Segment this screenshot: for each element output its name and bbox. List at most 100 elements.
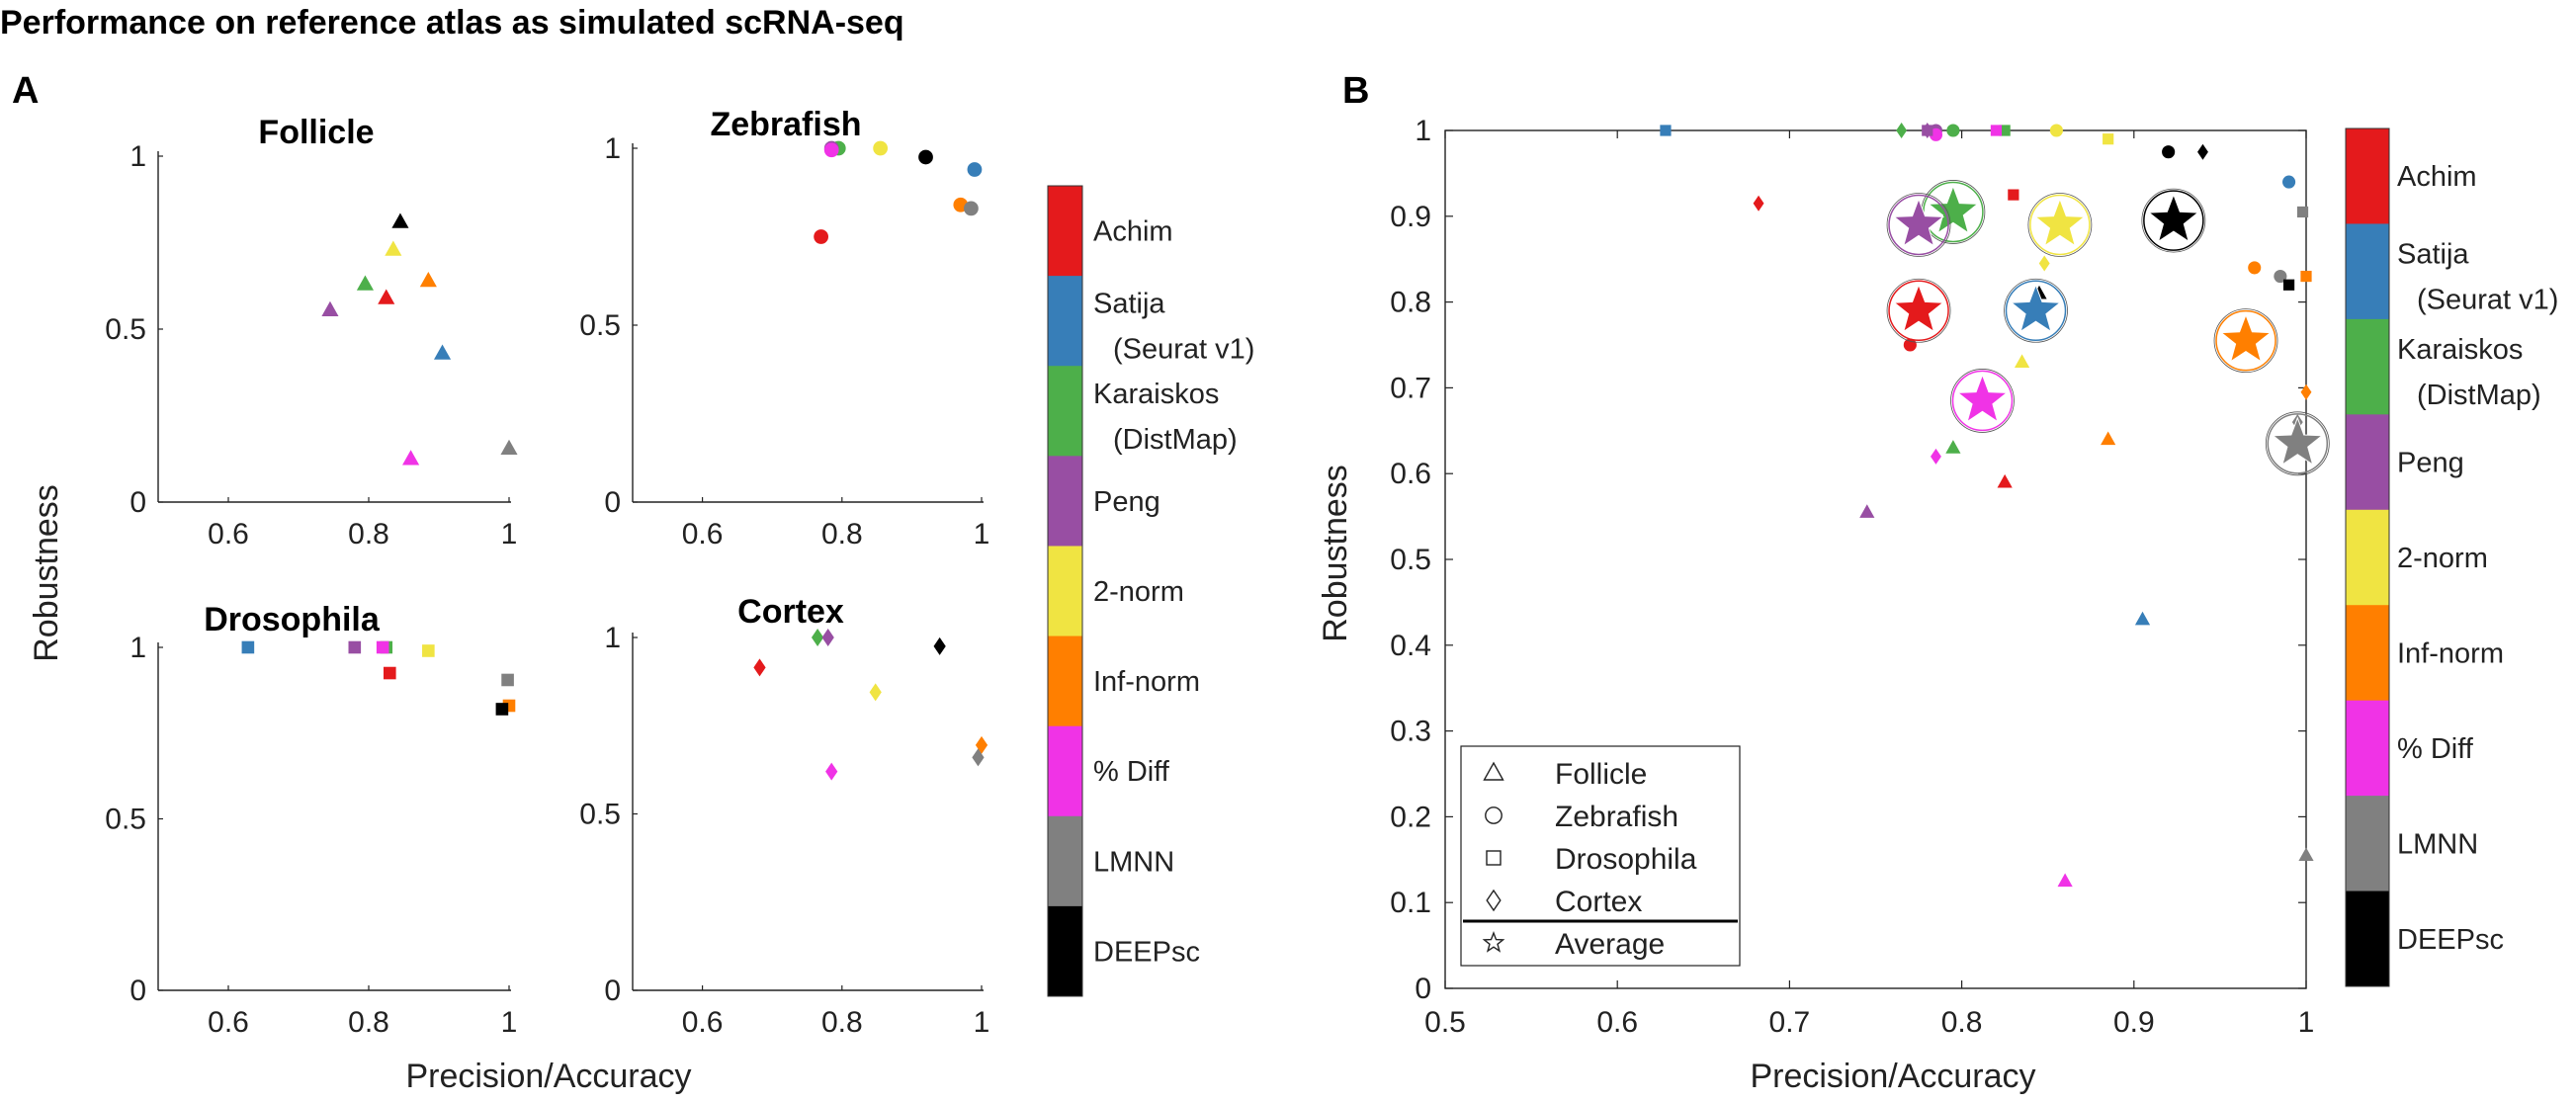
panel-b-y-label: Robustness [1317,465,1354,642]
point-drosophila-diff [1990,125,2003,136]
point-cortex-peng [821,629,834,646]
point-drosophila-deepsc [2282,279,2295,291]
colorbar-swatch-peng [2346,414,2389,511]
y-tick-label: 0.9 [1390,201,1431,233]
y-tick-label: 1 [604,622,621,654]
average-ring-outline-satija [2004,278,2068,343]
x-tick-label: 0.8 [821,1006,863,1039]
point-cortex-karaiskos [1896,123,1908,138]
panel-b-x-label: Precision/Accuracy [1750,1058,2035,1095]
shape-legend-label-cortex: Cortex [1555,886,1642,918]
legend-marker-drosophila [1486,850,1502,866]
panel-title: Drosophila [204,601,381,638]
average-ring-peng [1888,194,1949,256]
point-drosophila-deepsc [495,703,509,716]
point-zebrafish-deepsc [918,149,933,165]
point-drosophila-satija [1660,125,1672,136]
point-follicle-diff [402,450,420,466]
average-ring-lmnn [2267,413,2329,474]
point-follicle-2-norm [385,240,402,256]
average-star-peng [1892,198,1945,247]
colorbar-swatch-lmnn [1048,815,1082,907]
panel-b-label: B [1342,70,1369,112]
x-tick-label: 1 [2298,1006,2315,1039]
point-cortex-inf-norm [2300,383,2312,400]
colorbar-label: LMNN [1093,846,1174,878]
colorbar-swatch-2-norm [1048,546,1082,637]
average-star-karaiskos [1927,185,1979,234]
panel-a-y-label: Robustness [28,484,65,662]
point-zebrafish-achim [814,229,828,244]
average-panel: 0.5 0.6 0.7 0.8 0.9 1 0 0.1 0.2 0.3 0.4 0.5 0.6 0.7 0.… [1390,115,2330,1039]
panel-title: Cortex [737,593,844,631]
point-drosophila-satija [241,640,255,654]
colorbar-swatch-diff [2346,700,2389,797]
colorbar-swatch-achim [1048,186,1082,277]
colorbar-label: DEEPsc [1093,936,1200,968]
colorbar-label: 2-norm [2397,543,2488,574]
x-tick-label: 0.5 [1424,1006,1466,1039]
legend-marker-zebrafish [1485,806,1503,824]
colorbar-label: % Diff [1093,756,1170,788]
figure-title: Performance on reference atlas as simula… [0,4,904,42]
panel-title: Zebrafish [710,106,861,143]
colorbar-swatch-satija [1048,276,1082,367]
average-ring-achim [1888,280,1949,342]
x-tick-label: 0.9 [2113,1006,2155,1039]
colorbar-swatch-deepsc [1048,905,1082,997]
small-panels: 0.6 0.8 1 0 0.5 1 Follicle 0.6 0.8 1 0 0.5 1 Zebrafis… [105,106,989,1039]
average-ring-outline-peng [1886,193,1951,257]
y-tick-label: 0.4 [1390,630,1431,662]
x-tick-label: 0.6 [682,518,724,551]
point-follicle-deepsc [391,212,409,228]
point-cortex-2-norm [869,683,882,702]
y-tick-label: 0.6 [1390,458,1431,490]
point-follicle-peng [321,300,339,317]
point-drosophila-achim [2008,189,2019,201]
point-zebrafish-inf-norm [2248,261,2262,275]
point-follicle-diff [2057,873,2073,888]
y-tick-label: 1 [604,132,621,165]
point-cortex-achim [1753,195,1764,212]
point-zebrafish-2-norm [873,140,889,156]
point-cortex-deepsc [2197,143,2208,160]
y-tick-label: 0.5 [1390,544,1431,576]
y-tick-label: 0 [604,486,621,519]
point-follicle-achim [378,289,395,304]
average-star-2-norm [2033,198,2086,247]
panel-title: Follicle [258,114,374,151]
colorbar-sublabel: (DistMap) [1113,424,1238,456]
average-ring-satija [2005,280,2067,342]
average-ring-outline-achim [1886,278,1951,343]
point-cortex-deepsc [933,636,946,655]
colorbar-swatch-achim [2346,128,2389,224]
average-ring-deepsc [2143,190,2204,251]
x-tick-label: 0.6 [1596,1006,1638,1039]
point-cortex-achim [753,658,766,677]
y-tick-label: 0.5 [105,313,146,346]
point-cortex-peng [1922,123,1933,138]
average-ring-outline-2-norm [2027,193,2093,257]
average-ring-outline-diff [1950,369,2015,433]
point-follicle-inf-norm [2101,431,2116,446]
shape-legend-label-follicle: Follicle [1555,758,1647,791]
point-drosophila-2-norm [2103,133,2114,145]
average-ring-outline-inf-norm [2213,308,2278,374]
colorbar-label: Achim [2397,161,2477,193]
legend-marker-average [1482,931,1505,953]
colorbar-swatch-karaiskos [2346,318,2389,415]
y-tick-label: 0.2 [1390,801,1431,833]
y-tick-label: 1 [129,140,146,173]
point-zebrafish-satija [967,162,983,177]
average-points [1886,180,2330,476]
point-zebrafish-lmnn [964,201,979,216]
colorbar-label: Inf-norm [1093,666,1200,698]
colorbar-label: DEEPsc [2397,924,2504,956]
colorbar-swatch-deepsc [2346,891,2389,987]
colorbar-label: Peng [2397,448,2464,479]
x-tick-label: 0.8 [1941,1006,1983,1039]
y-tick-label: 0 [129,975,146,1007]
legend-marker-follicle [1483,761,1504,781]
point-cortex-2-norm [2038,255,2050,272]
